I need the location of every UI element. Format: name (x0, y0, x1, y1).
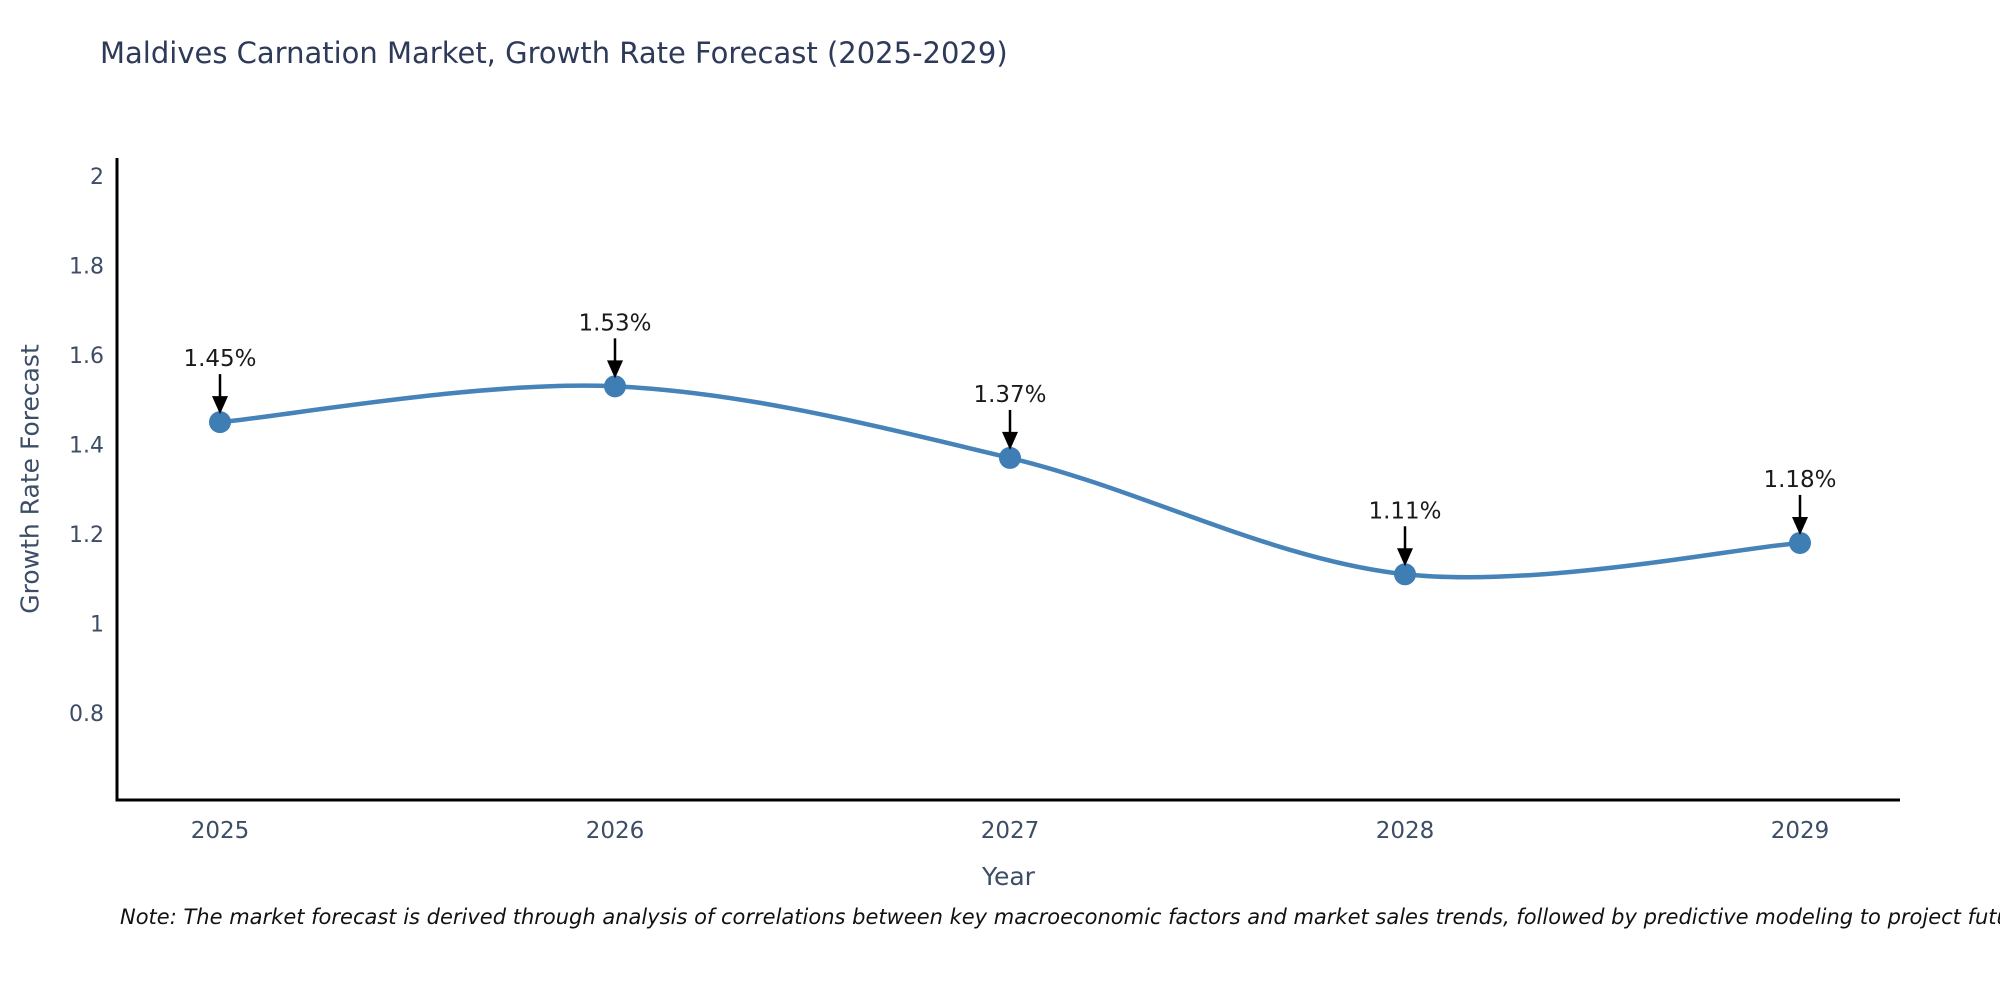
x-axis-title: Year (982, 862, 1035, 891)
y-tick-label: 1.4 (69, 434, 104, 459)
y-tick-label: 1.2 (69, 523, 104, 548)
annotation-arrow-head (1397, 548, 1413, 567)
annotation-label: 1.53% (578, 310, 651, 336)
data-point-marker (1394, 563, 1416, 586)
y-tick-label: 2 (90, 165, 104, 190)
x-tick-label: 2025 (191, 818, 250, 844)
x-tick-label: 2028 (1376, 818, 1435, 844)
annotation-arrow-head (212, 396, 228, 415)
x-tick-label: 2029 (1771, 818, 1830, 844)
x-tick-label: 2026 (586, 818, 645, 844)
annotation-arrow-head (1792, 516, 1808, 535)
data-point-marker (999, 446, 1021, 469)
y-tick-label: 1.6 (69, 344, 104, 369)
annotation-label: 1.45% (183, 346, 256, 372)
annotation-label: 1.37% (973, 382, 1046, 408)
chart-title: Maldives Carnation Market, Growth Rate F… (100, 36, 1008, 70)
annotation-label: 1.11% (1368, 498, 1441, 524)
annotation-arrow-head (607, 360, 623, 379)
data-point-marker (209, 411, 231, 434)
y-tick-label: 0.8 (69, 702, 104, 727)
data-point-marker (1789, 531, 1811, 554)
y-tick-label: 1 (90, 613, 104, 638)
y-tick-label: 1.8 (69, 255, 104, 280)
x-tick-label: 2027 (981, 818, 1040, 844)
footnote: Note: The market forecast is derived thr… (120, 905, 2000, 929)
annotation-arrow-head (1002, 431, 1018, 450)
annotation-label: 1.18% (1763, 467, 1836, 493)
y-axis-title: Growth Rate Forecast (15, 344, 45, 614)
data-point-marker (604, 375, 626, 398)
